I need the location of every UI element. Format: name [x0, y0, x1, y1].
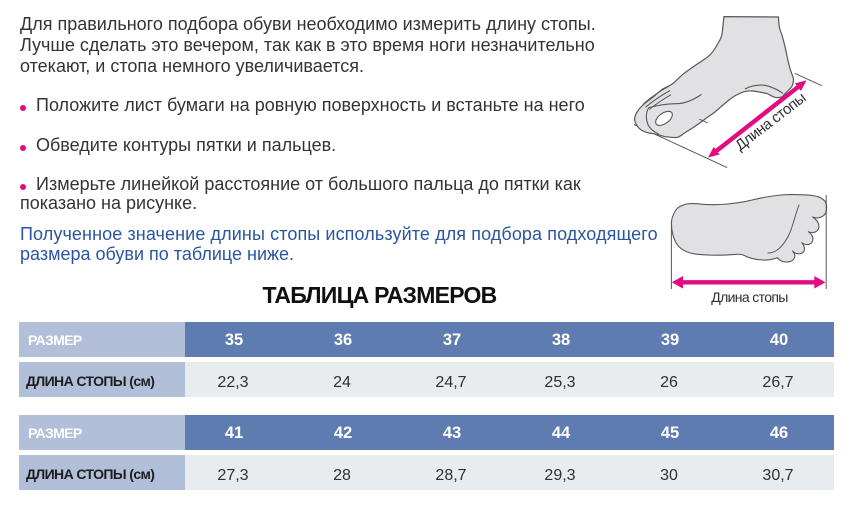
- svg-text:Длина стопы: Длина стопы: [732, 90, 809, 155]
- svg-text:Длина стопы: Длина стопы: [711, 289, 788, 305]
